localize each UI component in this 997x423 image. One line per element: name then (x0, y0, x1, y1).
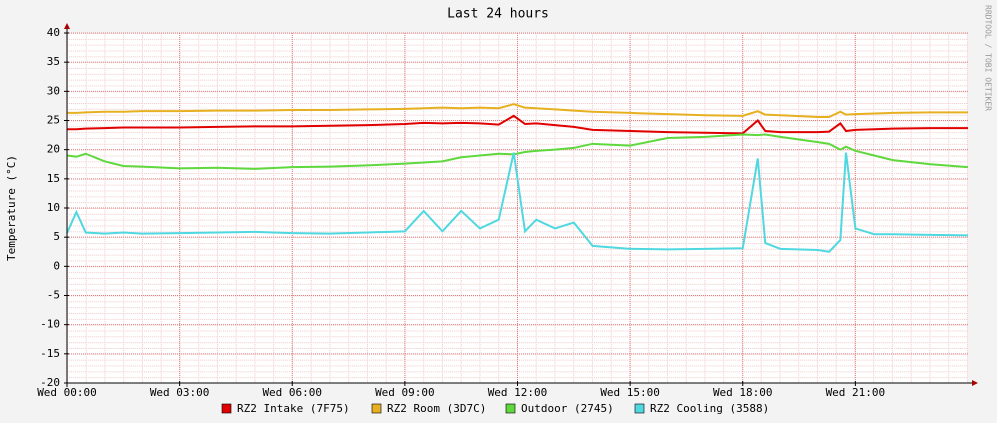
legend-swatch (371, 403, 382, 414)
y-tick-label: 20 (47, 143, 60, 156)
x-tick-label: Wed 18:00 (713, 386, 773, 399)
legend-label: RZ2 Room (3D7C) (387, 402, 486, 415)
y-tick-label: 5 (53, 230, 60, 243)
x-tick-label: Wed 21:00 (826, 386, 886, 399)
y-tick-label: 25 (47, 114, 60, 127)
x-tick-label: Wed 03:00 (150, 386, 210, 399)
series-line (67, 103, 968, 118)
watermark: RRDTOOL / TOBI OETIKER (984, 5, 993, 111)
y-tick-label: -10 (40, 318, 60, 331)
y-tick-label: -20 (40, 376, 60, 389)
y-tick-label: 0 (53, 259, 60, 272)
y-axis-label: Temperature (°C) (5, 155, 18, 261)
legend: RZ2 Intake (7F75) RZ2 Room (3D7C) Outdoor … (221, 402, 769, 415)
legend-swatch (221, 403, 232, 414)
y-tick-label: 30 (47, 84, 60, 97)
grid (66, 32, 968, 384)
y-tick-label: 40 (47, 26, 60, 39)
legend-label: Outdoor (2745) (521, 402, 614, 415)
legend-label: RZ2 Intake (7F75) (237, 402, 350, 415)
series-line (67, 114, 968, 135)
series-line (66, 152, 969, 253)
y-arrow (64, 23, 70, 29)
y-tick-label: 15 (47, 172, 60, 185)
x-tick-label: Wed 12:00 (488, 386, 548, 399)
x-tick-label: Wed 00:00 (37, 386, 97, 399)
y-tick-label: -15 (40, 347, 60, 360)
chart-title: Last 24 hours (447, 7, 549, 22)
y-tick-label: 35 (47, 55, 60, 68)
y-tick-label: 10 (47, 201, 60, 214)
lines (66, 103, 969, 253)
y-tick-label: -5 (47, 289, 60, 302)
x-tick-label: Wed 09:00 (375, 386, 435, 399)
legend-label: RZ2 Cooling (3588) (650, 402, 769, 415)
legend-swatch (505, 403, 516, 414)
x-tick-label: Wed 15:00 (600, 386, 660, 399)
x-arrow (972, 380, 978, 386)
x-tick-label: Wed 06:00 (262, 386, 322, 399)
axes: -20 -15 -10 -5 0 5 10 15 20 25 30 35 40 Wed 00:00 Wed … (37, 23, 978, 399)
legend-swatch (634, 403, 645, 414)
series-line (66, 133, 969, 170)
